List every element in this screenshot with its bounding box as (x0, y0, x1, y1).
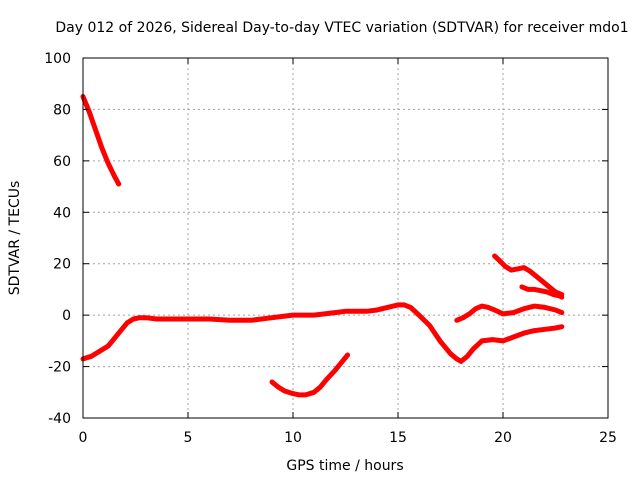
y-axis-label: SDTVAR / TECUs (7, 181, 23, 296)
y-tick-label: 20 (53, 257, 71, 273)
y-tick-label: 40 (53, 205, 71, 221)
series-segment-6 (519, 284, 565, 300)
axis-ticks (82, 57, 609, 419)
y-tick-label: 60 (53, 154, 71, 170)
y-tick-label: -40 (48, 411, 71, 427)
x-tick-label: 0 (79, 430, 88, 446)
tick-labels: 0 5 10 15 20 25 -40 -20 0 20 40 60 80 100 (44, 51, 617, 446)
series-segment-1 (80, 94, 122, 187)
chart-title: Day 012 of 2026, Sidereal Day-to-day VTE… (55, 20, 628, 36)
series-layer (80, 94, 565, 398)
x-axis-label: GPS time / hours (286, 458, 403, 474)
x-tick-label: 25 (599, 430, 617, 446)
series-segment-3 (269, 352, 351, 398)
series-segment-5 (492, 253, 565, 298)
y-tick-label: -20 (48, 360, 71, 376)
x-tick-label: 5 (184, 430, 193, 446)
series-segment-2 (80, 302, 565, 364)
y-tick-label: 80 (53, 102, 71, 118)
y-tick-label: 100 (44, 51, 71, 67)
series-segment-4 (454, 303, 565, 323)
x-tick-label: 10 (284, 430, 302, 446)
x-tick-label: 20 (494, 430, 512, 446)
y-tick-label: 0 (62, 308, 71, 324)
grid (83, 58, 608, 418)
plot-frame (82, 57, 609, 419)
x-tick-label: 15 (389, 430, 407, 446)
